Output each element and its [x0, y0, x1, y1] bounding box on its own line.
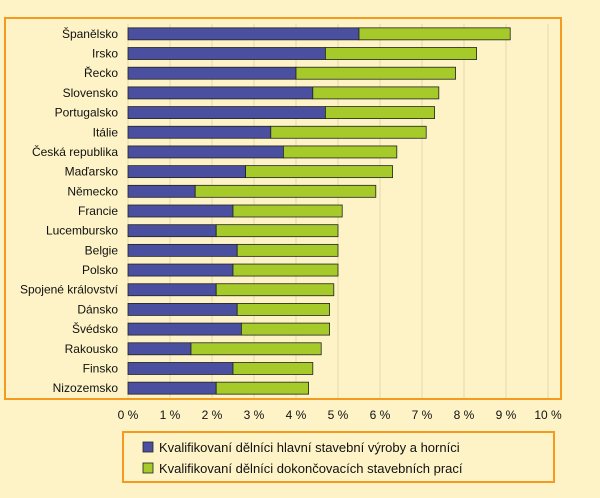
bar-finishing-15: [240, 322, 330, 336]
bar-finishing-8: [194, 184, 377, 198]
bar-main-construction-14: [127, 303, 238, 316]
bar-finishing-10: [215, 224, 339, 238]
bar-main-construction-13: [127, 283, 217, 297]
category-label: Polsko: [82, 263, 118, 277]
category-label: Španělsko: [62, 26, 118, 41]
category-label: Švédsko: [72, 321, 118, 336]
bar-main-construction-0: [127, 27, 360, 41]
bar-main-construction-2: [127, 66, 297, 80]
category-label: Nizozemsko: [53, 381, 119, 395]
bar-main-construction-11: [127, 243, 238, 257]
x-tick-label: 7 %: [412, 408, 433, 422]
x-tick-label: 6 %: [370, 408, 391, 422]
category-label: Spojené království: [20, 283, 119, 297]
legend-box: [122, 431, 555, 483]
bar-main-construction-7: [127, 165, 246, 179]
category-label: Německo: [67, 184, 118, 198]
x-tick-label: 10 %: [534, 408, 562, 422]
bar-finishing-2: [295, 66, 457, 80]
category-label: Maďarsko: [65, 165, 119, 179]
bar-main-construction-12: [127, 263, 234, 277]
bar-finishing-1: [324, 47, 477, 60]
bar-finishing-3: [312, 86, 440, 100]
category-label: Lucembursko: [46, 224, 118, 238]
category-label: Finsko: [83, 361, 119, 375]
bar-main-construction-16: [127, 342, 192, 356]
category-label: Irsko: [92, 47, 118, 61]
bar-finishing-5: [270, 125, 427, 139]
legend-label: Kvalifikovaní dělníci hlavní stavební vý…: [159, 440, 460, 455]
bar-finishing-11: [236, 243, 339, 257]
bar-main-construction-9: [127, 204, 234, 218]
category-label: Česká republika: [32, 144, 118, 159]
category-label: Slovensko: [63, 86, 119, 100]
category-label: Belgie: [85, 243, 119, 257]
x-tick-label: 5 %: [328, 408, 349, 422]
x-tick-label: 4 %: [286, 408, 307, 422]
bar-main-construction-1: [127, 47, 326, 60]
bar-finishing-13: [215, 283, 335, 297]
bar-main-construction-18: [127, 381, 217, 395]
bar-main-construction-4: [127, 106, 326, 119]
bar-finishing-9: [232, 204, 343, 218]
category-label: Řecko: [84, 65, 118, 80]
bar-finishing-12: [232, 263, 339, 277]
bar-finishing-16: [190, 342, 322, 356]
bar-finishing-18: [215, 381, 309, 395]
bar-finishing-6: [282, 145, 398, 159]
x-tick-label: 8 %: [454, 408, 475, 422]
x-tick-label: 9 %: [496, 408, 517, 422]
bar-finishing-17: [232, 362, 314, 375]
bar-finishing-7: [245, 165, 394, 179]
x-tick-label: 0 %: [118, 408, 139, 422]
bar-main-construction-17: [127, 362, 234, 375]
x-tick-label: 2 %: [202, 408, 223, 422]
category-label: Dánsko: [77, 302, 118, 316]
bar-finishing-4: [324, 106, 435, 119]
x-tick-label: 3 %: [244, 408, 265, 422]
bar-main-construction-3: [127, 86, 314, 100]
plot-frame: [4, 17, 562, 400]
legend-swatch: [142, 462, 154, 474]
bar-main-construction-8: [127, 184, 196, 198]
x-tick-label: 1 %: [160, 408, 181, 422]
bar-main-construction-6: [127, 145, 284, 159]
bar-finishing-0: [358, 27, 511, 41]
legend-label: Kvalifikovaní dělníci dokončovacích stav…: [159, 461, 463, 476]
category-label: Francie: [78, 204, 118, 218]
category-label: Itálie: [93, 125, 119, 139]
bar-main-construction-10: [127, 224, 217, 238]
category-label: Portugalsko: [55, 106, 119, 120]
bar-finishing-14: [236, 303, 330, 316]
category-label: Rakousko: [65, 342, 119, 356]
bar-main-construction-15: [127, 322, 242, 336]
legend-swatch: [142, 441, 154, 453]
bar-main-construction-5: [127, 125, 272, 139]
